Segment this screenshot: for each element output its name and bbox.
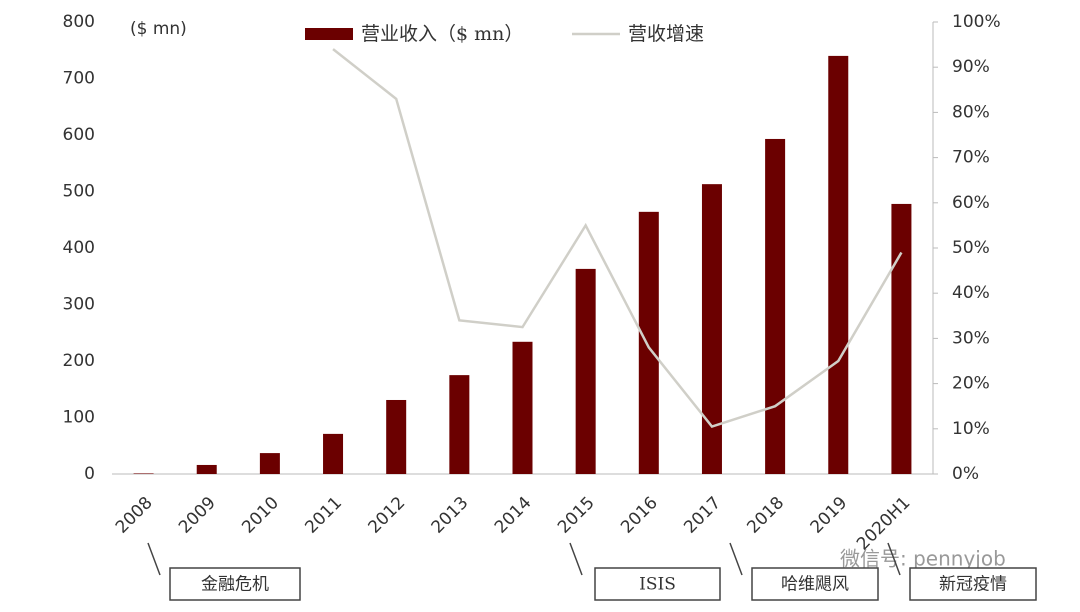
annotation-tick: [569, 542, 583, 576]
y-tick-label: 600: [63, 125, 95, 145]
line: [332, 48, 903, 428]
y2-tick-label: 10%: [952, 419, 990, 439]
bar: [196, 464, 217, 474]
annotation-box: [909, 567, 1037, 601]
annotation: ISIS: [639, 575, 676, 595]
bar: [638, 211, 659, 474]
y2-tick-label: 50%: [952, 238, 990, 258]
y2-tick-label: 30%: [952, 328, 990, 348]
y-tick-label: 100: [63, 408, 95, 428]
annotation: 新冠疫情: [939, 575, 1007, 595]
y2-tick-label: 20%: [952, 374, 990, 394]
annotation-box: [751, 567, 879, 601]
y-tick-label: 0: [84, 464, 95, 484]
x-tick-label: 2012: [365, 493, 410, 538]
annotation-box: [594, 567, 721, 601]
y-tick-label: 800: [63, 12, 95, 32]
x-tick-label: 2015: [554, 493, 599, 538]
x-tick-label: 2018: [743, 493, 788, 538]
x-tick-label: 2010: [238, 493, 283, 538]
annotation-box: [169, 567, 301, 601]
bar: [133, 473, 154, 474]
x-tick-label: 2008: [112, 493, 157, 538]
y2-tick-label: 100%: [952, 12, 1001, 32]
y-tick-label: 700: [63, 69, 95, 89]
annotation-tick: [887, 542, 901, 576]
bar: [575, 268, 596, 474]
x-tick-label: 2009: [175, 493, 220, 538]
y-unit: ($ mn): [130, 19, 187, 39]
x-tick-label: 2016: [617, 493, 662, 538]
x-tick-label: 2014: [491, 493, 536, 538]
watermark: 微信号: pennyjob: [840, 547, 1006, 571]
y2-tick-label: 60%: [952, 193, 990, 213]
x-tick-label: 2020H1: [853, 493, 914, 554]
bar: [386, 399, 407, 474]
y2-tick-label: 0%: [952, 464, 979, 484]
bar: [701, 184, 722, 474]
bar: [323, 433, 344, 474]
bar: [828, 55, 849, 475]
y2-tick-label: 80%: [952, 102, 990, 122]
y-tick-label: 400: [63, 238, 95, 258]
y-tick-label: 300: [63, 295, 95, 315]
y2-tick-label: 70%: [952, 148, 990, 168]
y2-tick-label: 90%: [952, 57, 990, 77]
annotation-tick: [147, 542, 161, 576]
legend-label: 营业收入（$ mn）: [361, 23, 523, 45]
annotation-tick: [729, 542, 743, 576]
y2-tick-label: 40%: [952, 283, 990, 303]
x-tick-label: 2013: [428, 493, 473, 538]
bar: [891, 203, 912, 474]
x-tick-label: 2019: [807, 493, 852, 538]
x-tick-label: 2011: [301, 493, 346, 538]
legend-label: 营收增速: [628, 23, 704, 45]
annotation: 哈维飓风: [781, 575, 849, 595]
y-tick-label: 500: [63, 182, 95, 202]
legend-swatch: [305, 28, 353, 40]
y-tick-label: 200: [63, 351, 95, 371]
bar: [449, 375, 470, 474]
bar: [259, 453, 280, 474]
bar: [765, 138, 786, 474]
x-tick-label: 2017: [680, 493, 725, 538]
annotation: 金融危机: [201, 575, 269, 595]
bar: [512, 341, 533, 474]
